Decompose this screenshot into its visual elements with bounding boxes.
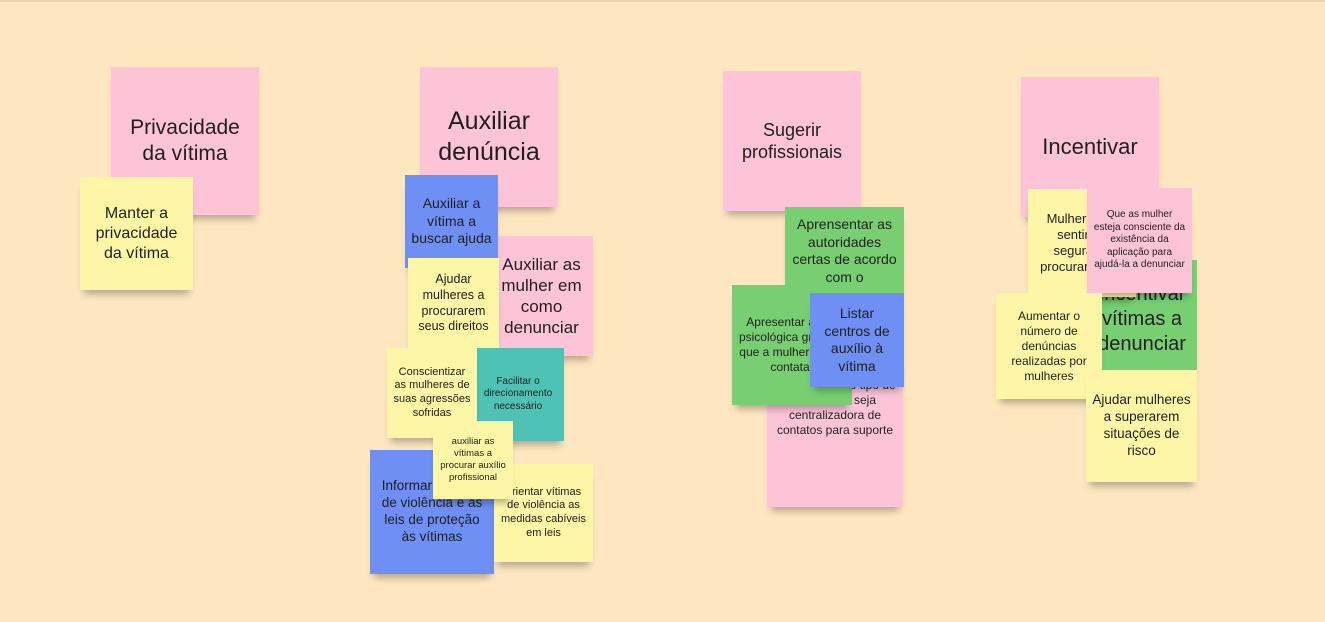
sticky-note-text: Incentivar [1042, 134, 1138, 160]
sticky-note-text: Auxiliar denúncia [438, 106, 540, 166]
sticky-note-orientar[interactable]: orientar vítimas de violência as medidas… [494, 464, 593, 562]
sticky-note-auxiliar-profissional[interactable]: auxiliar as vítimas a procurar auxílio p… [433, 421, 513, 499]
sticky-note-text: Manter a privacidade da vítima [95, 204, 178, 262]
sticky-note-text: Auxiliar a vítima a buscar ajuda [411, 195, 492, 247]
sticky-note-text: Facilitar o direcionamento necessário [483, 375, 553, 412]
sticky-note-sugerir[interactable]: Sugerir profissionais [723, 71, 861, 211]
sticky-note-ajudar-direitos[interactable]: Ajudar mulheres a procurarem seus direit… [408, 258, 499, 349]
sticky-note-text: Ajudar mulheres a superarem situações de… [1092, 392, 1191, 458]
sticky-note-text: auxiliar as vítimas a procurar auxílio p… [440, 436, 506, 483]
sticky-note-text: Conscientizar as mulheres de suas agress… [393, 365, 471, 419]
board-top-border [0, 0, 1325, 2]
sticky-note-manter-privacidade[interactable]: Manter a privacidade da vítima [80, 177, 193, 290]
sticky-note-que-as-mulher[interactable]: Que as mulher esteja consciente da exist… [1087, 188, 1192, 293]
sticky-note-text: Ajudar mulheres a procurarem seus direit… [418, 272, 489, 334]
sticky-note-text: Privacidade da vítima [130, 115, 240, 165]
sticky-note-ajudar-superarem[interactable]: Ajudar mulheres a superarem situações de… [1086, 370, 1197, 482]
sticky-note-text: Incentivar vítimas a denunciar [1098, 282, 1186, 355]
sticky-note-text: orientar vítimas de violência as medidas… [501, 485, 586, 539]
sticky-note-aumentar-denuncias[interactable]: Aumentar o número de denúncias realizada… [996, 293, 1102, 399]
sticky-note-text: Listar centros de auxílio à vítima [824, 305, 890, 374]
sticky-note-text: Aumentar o número de denúncias realizada… [1011, 308, 1087, 383]
sticky-note-auxiliar-buscar-ajuda[interactable]: Auxiliar a vítima a buscar ajuda [405, 175, 498, 268]
sticky-note-listar-centros[interactable]: Listar centros de auxílio à vítima [810, 293, 904, 387]
sticky-note-apresentar-autoridades[interactable]: Aprensentar as autoridades certas de aco… [785, 207, 904, 297]
sticky-note-text: Que as mulher esteja consciente da exist… [1093, 209, 1186, 271]
sticky-note-text: Sugerir profissionais [741, 119, 843, 163]
sticky-note-text: Auxiliar as mulher em como denunciar [501, 254, 582, 338]
sticky-note-text: Aprensentar as autoridades certas de aco… [792, 216, 897, 285]
